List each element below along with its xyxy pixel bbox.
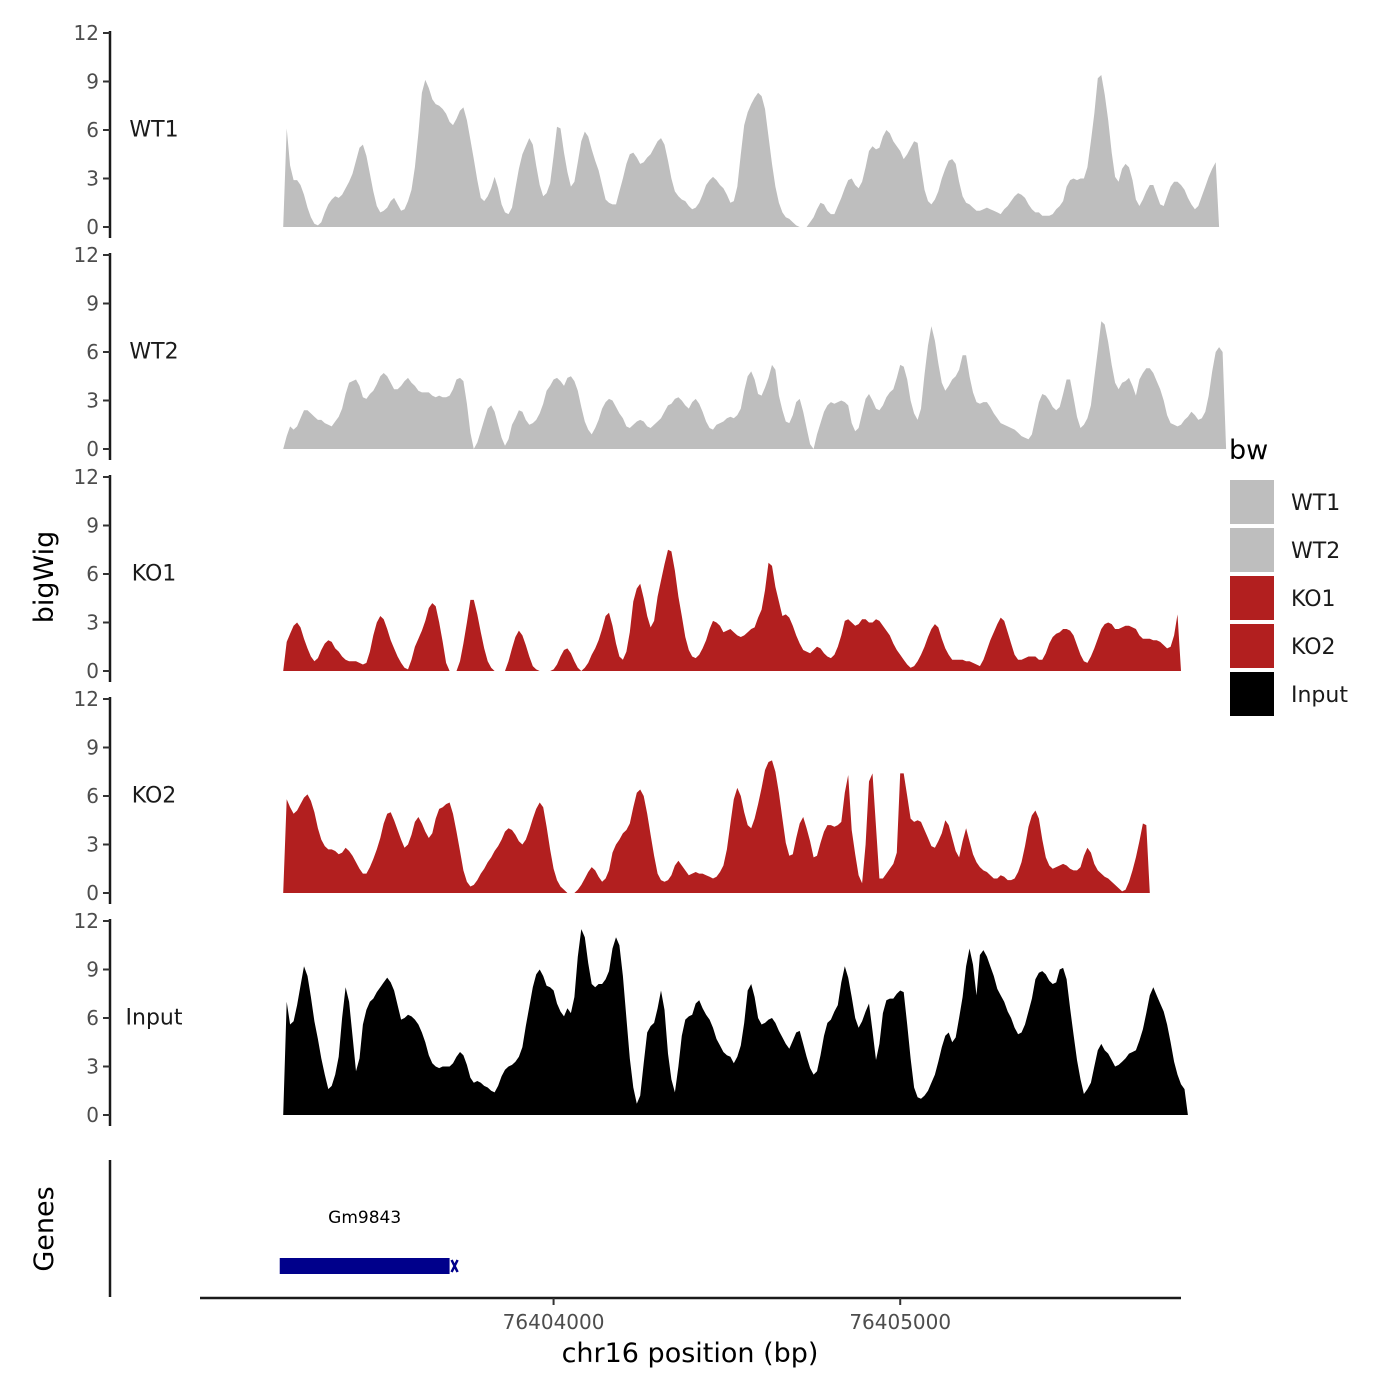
legend-label: WT2 (1291, 539, 1340, 564)
signal-area-wt1 (806, 75, 1220, 227)
track-label: KO1 (132, 561, 177, 586)
gene-body (279, 1258, 450, 1274)
x-tick-label: 76405000 (849, 1310, 951, 1334)
y-axis-title: bigWig (29, 531, 60, 624)
y-tick-label: 12 (74, 465, 99, 489)
gene-label: Gm9843 (328, 1208, 401, 1228)
y-tick-label: 12 (74, 21, 99, 45)
track-ko2: 0 3 6 9 12 KO2 (74, 687, 1150, 905)
y-tick-label: 6 (86, 340, 99, 364)
signal-tracks: 0 3 6 9 12 WT1 0 3 6 9 12 WT2 0 3 6 9 12 KO1 0 3 6 9 12 KO2 0 3 6 9… (74, 21, 1227, 1127)
legend-label: KO2 (1291, 635, 1336, 660)
x-axis: 76404000 76405000 (200, 1296, 1181, 1334)
legend-key (1230, 576, 1274, 620)
y-tick-label: 3 (86, 611, 99, 635)
y-tick-label: 3 (86, 833, 99, 857)
y-tick-label: 9 (86, 958, 99, 982)
track-label: KO2 (132, 783, 177, 808)
gene-end-marker (450, 1259, 459, 1273)
track-wt2: 0 3 6 9 12 WT2 (74, 243, 1227, 461)
legend-entry-wt1: WT1 (1230, 480, 1340, 524)
signal-area-wt1 (283, 79, 800, 228)
y-tick-label: 3 (86, 389, 99, 413)
signal-area-wt2 (283, 321, 1227, 449)
track-label: WT2 (129, 339, 178, 364)
track-label: Input (126, 1005, 183, 1030)
legend: bw WT1 WT2 KO1 KO2 Input (1229, 435, 1348, 716)
y-tick-label: 6 (86, 562, 99, 586)
y-tick-label: 3 (86, 1055, 99, 1079)
y-tick-label: 6 (86, 1006, 99, 1030)
y-tick-label: 9 (86, 292, 99, 316)
legend-key (1230, 624, 1274, 668)
y-tick-label: 6 (86, 784, 99, 808)
signal-area-ko1 (456, 599, 495, 671)
x-tick-label: 76404000 (503, 1310, 605, 1334)
genes-axis-title: Genes (29, 1186, 60, 1271)
signal-area-ko1 (550, 549, 1181, 671)
y-tick-label: 12 (74, 687, 99, 711)
legend-title: bw (1229, 435, 1268, 466)
y-tick-label: 9 (86, 70, 99, 94)
legend-label: KO1 (1291, 587, 1336, 612)
y-tick-label: 0 (86, 659, 99, 683)
y-tick-label: 6 (86, 118, 99, 142)
y-tick-label: 0 (86, 1103, 99, 1127)
y-tick-label: 0 (86, 437, 99, 461)
legend-key (1230, 480, 1274, 524)
y-tick-label: 0 (86, 881, 99, 905)
x-axis-title: chr16 position (bp) (562, 1338, 819, 1369)
y-tick-label: 12 (74, 909, 99, 933)
legend-entry-wt2: WT2 (1230, 528, 1340, 572)
track-label: WT1 (129, 117, 178, 142)
genes-panel: Gm9843 (108, 1160, 459, 1297)
y-tick-label: 9 (86, 736, 99, 760)
y-tick-label: 9 (86, 514, 99, 538)
track-wt1: 0 3 6 9 12 WT1 (74, 21, 1220, 239)
signal-area-ko2 (574, 760, 1150, 893)
track-input: 0 3 6 9 12 Input (74, 909, 1188, 1127)
signal-area-ko1 (283, 603, 450, 671)
y-tick-label: 12 (74, 243, 99, 267)
legend-label: WT1 (1291, 491, 1340, 516)
y-tick-label: 3 (86, 167, 99, 191)
y-tick-label: 0 (86, 215, 99, 239)
signal-area-ko1 (505, 630, 540, 671)
signal-area-input (283, 929, 1188, 1115)
signal-area-ko2 (283, 794, 568, 893)
legend-entry-input: Input (1230, 672, 1348, 716)
track-ko1: 0 3 6 9 12 KO1 (74, 465, 1181, 683)
legend-key (1230, 528, 1274, 572)
legend-label: Input (1291, 683, 1348, 708)
legend-entry-ko1: KO1 (1230, 576, 1336, 620)
legend-key (1230, 672, 1274, 716)
legend-entry-ko2: KO2 (1230, 624, 1336, 668)
